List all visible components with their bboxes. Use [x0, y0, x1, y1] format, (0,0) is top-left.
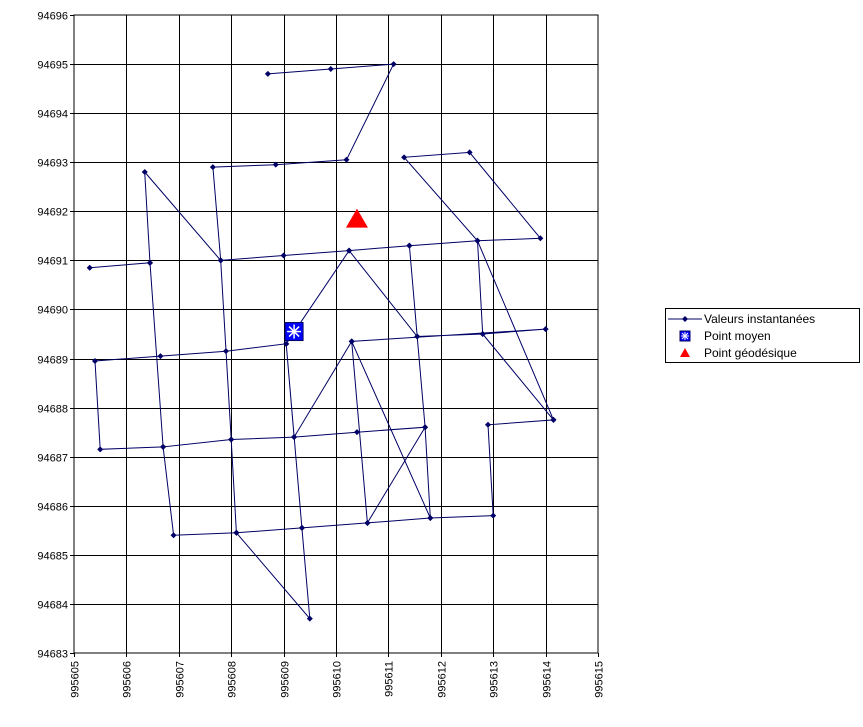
data-point-valeurs — [346, 247, 353, 254]
data-point-valeurs — [353, 429, 360, 436]
point-geodesique-marker — [345, 208, 368, 228]
x-tick-label: 995614 — [542, 661, 554, 698]
x-tick-label: 995611 — [384, 661, 396, 697]
y-tick-label: 94689 — [37, 355, 68, 367]
x-tick-label: 995612 — [437, 661, 449, 698]
data-point-valeurs — [479, 331, 486, 337]
data-point-valeurs — [141, 169, 148, 176]
x-tick-label: 995607 — [175, 661, 187, 698]
legend-triangle-icon — [666, 345, 704, 361]
x-tick-label: 995610 — [332, 661, 344, 698]
legend: Valeurs instantanées Point moyen Point — [665, 308, 860, 363]
grid-lines — [73, 14, 599, 654]
data-point-valeurs — [228, 436, 235, 443]
series-line-valeurs — [89, 63, 555, 621]
data-point-valeurs — [427, 515, 434, 522]
data-point-valeurs — [422, 424, 429, 431]
data-point-valeurs — [160, 443, 167, 450]
point-moyen-star-stroke — [288, 326, 300, 338]
y-tick-label: 94693 — [37, 158, 68, 170]
data-point-valeurs — [222, 348, 229, 355]
x-tick-label: 995606 — [122, 661, 134, 698]
data-point-valeurs — [170, 532, 177, 539]
data-point-valeurs — [550, 416, 557, 423]
legend-item-valeurs: Valeurs instantanées — [666, 311, 859, 327]
data-point-valeurs — [86, 264, 93, 271]
point-moyen-marker — [284, 322, 304, 342]
y-tick-label: 94685 — [37, 551, 68, 563]
y-tick-label: 94683 — [37, 649, 68, 661]
data-point-valeurs — [484, 421, 491, 428]
data-point-valeurs — [272, 161, 279, 168]
data-point-valeurs — [542, 326, 549, 333]
x-tick-label: 995608 — [227, 661, 239, 698]
series-layer — [89, 63, 555, 621]
data-point-valeurs — [233, 529, 240, 536]
data-point-valeurs — [146, 259, 153, 266]
y-tick-label: 94684 — [37, 600, 68, 612]
legend-label-series-2: Point géodésique — [704, 346, 797, 360]
data-point-valeurs — [490, 512, 497, 519]
data-point-valeurs — [390, 61, 397, 68]
y-tick-label: 94688 — [37, 404, 68, 416]
data-point-valeurs — [474, 237, 481, 244]
x-tick-label: 995605 — [70, 661, 82, 698]
y-tick-label: 94696 — [37, 11, 68, 23]
y-tick-label: 94692 — [37, 207, 68, 219]
data-point-valeurs — [406, 242, 413, 249]
data-point-valeurs — [264, 70, 271, 77]
data-point-valeurs — [280, 252, 287, 259]
data-point-valeurs — [466, 149, 473, 156]
x-tick-label: 995609 — [280, 661, 292, 698]
legend-label-series-0: Valeurs instantanées — [704, 312, 816, 326]
x-tick-label: 995615 — [594, 661, 606, 698]
data-point-valeurs — [327, 65, 334, 72]
data-point-valeurs — [91, 357, 98, 364]
legend-label-series-1: Point moyen — [704, 329, 771, 343]
data-point-valeurs — [306, 615, 313, 622]
y-tick-label: 94687 — [37, 453, 68, 465]
data-point-valeurs — [414, 333, 421, 340]
data-point-valeurs — [348, 338, 355, 345]
data-point-valeurs — [97, 446, 104, 453]
y-tick-label: 94694 — [37, 109, 68, 121]
legend-line-diamond-svg — [668, 316, 702, 322]
axes: 995605 995606 995607 995608 995609 995610 9956… — [37, 11, 605, 698]
data-point-valeurs — [401, 154, 408, 161]
y-tick-label: 94695 — [37, 60, 68, 72]
data-point-valeurs — [283, 340, 290, 347]
marker-layer — [86, 61, 557, 622]
legend-item-point-geodesique: Point géodésique — [666, 345, 859, 361]
legend-item-point-moyen: Point moyen — [666, 328, 859, 344]
legend-line-diamond-icon — [666, 311, 704, 327]
data-point-valeurs — [291, 434, 298, 441]
data-point-valeurs — [343, 156, 350, 163]
y-tick-label: 94690 — [37, 305, 68, 317]
data-point-valeurs — [209, 164, 216, 171]
special-points — [284, 208, 368, 342]
x-tick-label: 995613 — [489, 661, 501, 698]
legend-square-star-svg — [679, 330, 691, 342]
data-point-valeurs — [298, 524, 305, 531]
legend-square-star-icon — [666, 328, 704, 344]
y-tick-label: 94691 — [37, 256, 68, 268]
data-point-valeurs — [157, 353, 164, 360]
data-point-valeurs — [537, 235, 544, 242]
y-tick-label: 94686 — [37, 502, 68, 514]
data-point-valeurs — [364, 519, 371, 526]
data-point-valeurs — [217, 257, 224, 264]
legend-triangle-svg — [680, 348, 690, 357]
